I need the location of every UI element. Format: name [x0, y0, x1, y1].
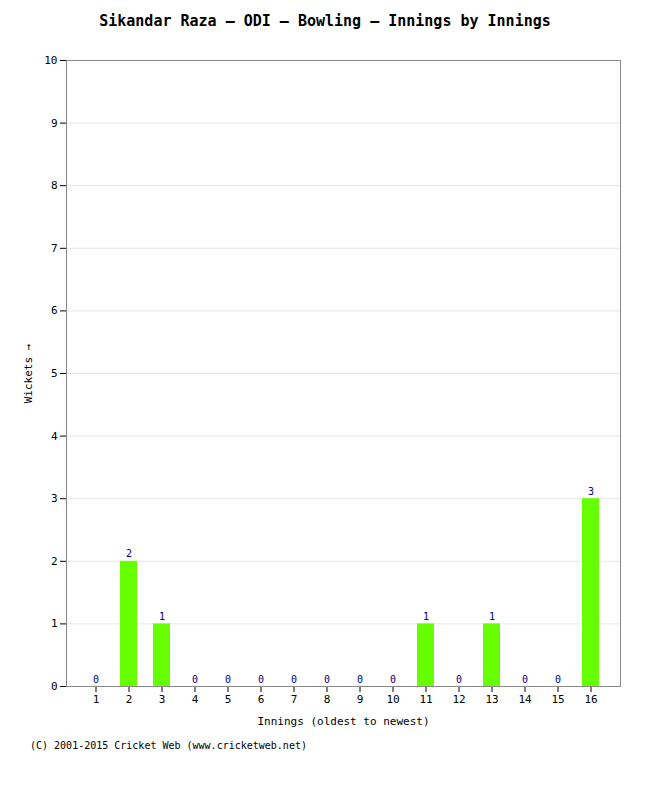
svg-text:Innings (oldest to newest): Innings (oldest to newest) — [257, 715, 429, 728]
svg-text:8: 8 — [51, 179, 58, 192]
svg-text:Wickets →: Wickets → — [22, 343, 35, 403]
svg-text:7: 7 — [291, 693, 298, 706]
svg-text:5: 5 — [51, 367, 58, 380]
svg-text:1: 1 — [489, 611, 495, 622]
svg-text:10: 10 — [44, 54, 57, 67]
svg-text:1: 1 — [51, 617, 58, 630]
svg-text:0: 0 — [357, 674, 363, 685]
svg-text:0: 0 — [291, 674, 297, 685]
svg-text:3: 3 — [588, 486, 594, 497]
svg-text:4: 4 — [51, 430, 58, 443]
svg-text:0: 0 — [456, 674, 462, 685]
svg-text:0: 0 — [555, 674, 561, 685]
svg-text:2: 2 — [51, 555, 58, 568]
svg-text:15: 15 — [551, 693, 564, 706]
svg-text:0: 0 — [225, 674, 231, 685]
svg-text:16: 16 — [584, 693, 597, 706]
svg-text:0: 0 — [93, 674, 99, 685]
svg-text:0: 0 — [390, 674, 396, 685]
html-text:Sikandar Raza – ODI – Bowling: Sikandar Raza – ODI – Bowling – Innings … — [99, 12, 551, 30]
svg-text:5: 5 — [225, 693, 232, 706]
svg-text:0: 0 — [51, 680, 58, 693]
svg-text:9: 9 — [357, 693, 364, 706]
svg-text:1: 1 — [93, 693, 100, 706]
svg-text:2: 2 — [126, 548, 132, 559]
svg-text:10: 10 — [386, 693, 399, 706]
svg-text:2: 2 — [126, 693, 133, 706]
svg-text:0: 0 — [522, 674, 528, 685]
svg-text:0: 0 — [192, 674, 198, 685]
svg-text:6: 6 — [51, 304, 58, 317]
svg-text:0: 0 — [324, 674, 330, 685]
svg-text:4: 4 — [192, 693, 199, 706]
html-text:(C) 2001-2015 Cricket Web (www: (C) 2001-2015 Cricket Web (www.cricketwe… — [30, 740, 307, 751]
svg-text:14: 14 — [518, 693, 532, 706]
svg-text:0: 0 — [258, 674, 264, 685]
svg-text:7: 7 — [51, 242, 58, 255]
svg-text:11: 11 — [419, 693, 432, 706]
svg-text:6: 6 — [258, 693, 265, 706]
svg-text:12: 12 — [452, 693, 465, 706]
svg-text:1: 1 — [159, 611, 165, 622]
svg-text:3: 3 — [51, 492, 58, 505]
svg-text:3: 3 — [159, 693, 166, 706]
svg-text:8: 8 — [324, 693, 331, 706]
svg-text:1: 1 — [423, 611, 429, 622]
svg-text:9: 9 — [51, 117, 58, 130]
svg-text:13: 13 — [485, 693, 498, 706]
